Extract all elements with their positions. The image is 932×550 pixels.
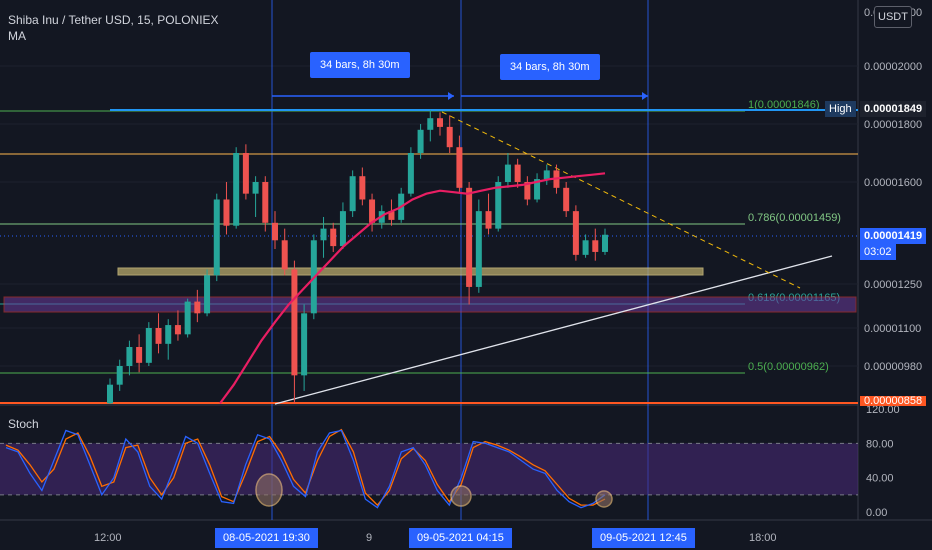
candle-body[interactable] (242, 153, 249, 194)
candle-body[interactable] (155, 328, 162, 344)
stoch-d-line[interactable] (5, 428, 606, 507)
candle-body[interactable] (456, 147, 463, 188)
candle-body[interactable] (213, 199, 220, 276)
candle-body[interactable] (407, 153, 414, 194)
candle-body[interactable] (602, 234, 608, 252)
candle-body[interactable] (107, 384, 113, 404)
support-zone[interactable] (117, 267, 704, 276)
candle-body[interactable] (359, 176, 366, 200)
candle-body[interactable] (339, 211, 346, 247)
candle-body[interactable] (446, 126, 453, 148)
candle-body[interactable] (592, 240, 599, 252)
candle-body[interactable] (291, 269, 298, 376)
candle-body[interactable] (349, 176, 356, 212)
stoch-title[interactable]: Stoch (8, 417, 39, 431)
candle-body[interactable] (320, 228, 327, 241)
time-tick: 18:00 (749, 532, 777, 544)
price-tick: 0.00001800 (864, 119, 922, 131)
candle-body[interactable] (174, 325, 181, 335)
candle-body[interactable] (495, 182, 502, 229)
candle-body[interactable] (252, 182, 259, 194)
oversold-marker[interactable] (450, 485, 472, 507)
time-marker-label: 09-05-2021 12:45 (592, 528, 695, 548)
candle-body[interactable] (475, 211, 482, 287)
candle-body[interactable] (281, 240, 288, 270)
candle-body[interactable] (369, 199, 376, 223)
candle-body[interactable] (272, 222, 278, 241)
candle-body[interactable] (524, 182, 531, 200)
candle-body[interactable] (417, 129, 424, 153)
candle-body[interactable] (223, 199, 230, 226)
time-tick: 9 (366, 532, 373, 544)
bars-range-note[interactable]: 34 bars, 8h 30m (310, 52, 410, 78)
candle-body[interactable] (582, 240, 589, 255)
price-tick: 0.00000980 (864, 361, 922, 373)
candle-body[interactable] (126, 347, 133, 366)
candle-body[interactable] (136, 347, 143, 363)
candle-body[interactable] (145, 328, 152, 363)
candle-body[interactable] (165, 325, 172, 344)
fib-level-label: 0.786(0.00001459) (748, 212, 841, 224)
fib-level-label: 0.5(0.00000962) (748, 361, 829, 373)
candle-body[interactable] (543, 170, 550, 180)
candle-body[interactable] (233, 153, 240, 226)
price-pane[interactable] (0, 0, 858, 404)
high-value-tag: 0.00001849 (860, 101, 927, 117)
time-marker-label: 08-05-2021 19:30 (215, 528, 318, 548)
low-price-tag: 0.00000858 (860, 396, 927, 406)
candle-body[interactable] (388, 211, 395, 220)
chart-legend: Shiba Inu / Tether USD, 15, POLONIEX MA (8, 12, 219, 44)
candle-body[interactable] (485, 211, 492, 229)
indicator-label[interactable]: MA (8, 29, 26, 43)
stoch-tick: 40.00 (866, 473, 894, 485)
stoch-tick: 120.00 (866, 404, 900, 416)
bars-range-note[interactable]: 34 bars, 8h 30m (500, 54, 600, 80)
candle-body[interactable] (116, 366, 123, 385)
currency-button[interactable]: USDT (874, 6, 912, 28)
candle-body[interactable] (563, 187, 570, 212)
stoch-tick: 0.00 (866, 507, 887, 519)
price-tick: 0.00002000 (864, 61, 922, 73)
stoch-k-line[interactable] (5, 429, 606, 509)
candle-body[interactable] (504, 164, 511, 182)
stoch-tick: 80.00 (866, 438, 894, 450)
oversold-marker[interactable] (255, 473, 283, 507)
candle-body[interactable] (466, 187, 473, 287)
ma-line[interactable] (219, 172, 606, 405)
descending-trendline[interactable] (441, 111, 801, 289)
fib-zone-box[interactable] (3, 296, 857, 313)
arrow-head (642, 92, 648, 100)
price-tick: 0.00001600 (864, 177, 922, 189)
symbol-title[interactable]: Shiba Inu / Tether USD, 15, POLONIEX (8, 13, 219, 27)
candle-body[interactable] (427, 118, 434, 130)
countdown-tag: 03:02 (860, 244, 896, 260)
ascending-trendline[interactable] (274, 255, 833, 405)
candle-body[interactable] (514, 164, 521, 182)
candle-body[interactable] (301, 313, 308, 376)
candle-body[interactable] (534, 179, 541, 200)
candle-body[interactable] (262, 182, 269, 223)
time-marker-label: 09-05-2021 04:15 (409, 528, 512, 548)
fib-level-label: 1(0.00001846) (748, 99, 820, 111)
candle-body[interactable] (572, 211, 579, 255)
current-price-tag: 0.00001419 (860, 228, 927, 244)
price-tick: 0.00001100 (864, 323, 921, 335)
oversold-marker[interactable] (595, 490, 613, 508)
high-label: High (825, 101, 856, 117)
price-tick: 0.00001250 (864, 279, 922, 291)
candle-body[interactable] (184, 301, 191, 335)
candle-body[interactable] (330, 228, 337, 247)
arrow-head (448, 92, 454, 100)
candle-body[interactable] (194, 301, 201, 314)
candle-body[interactable] (204, 275, 211, 314)
time-tick: 12:00 (94, 532, 122, 544)
candle-body[interactable] (437, 118, 443, 127)
